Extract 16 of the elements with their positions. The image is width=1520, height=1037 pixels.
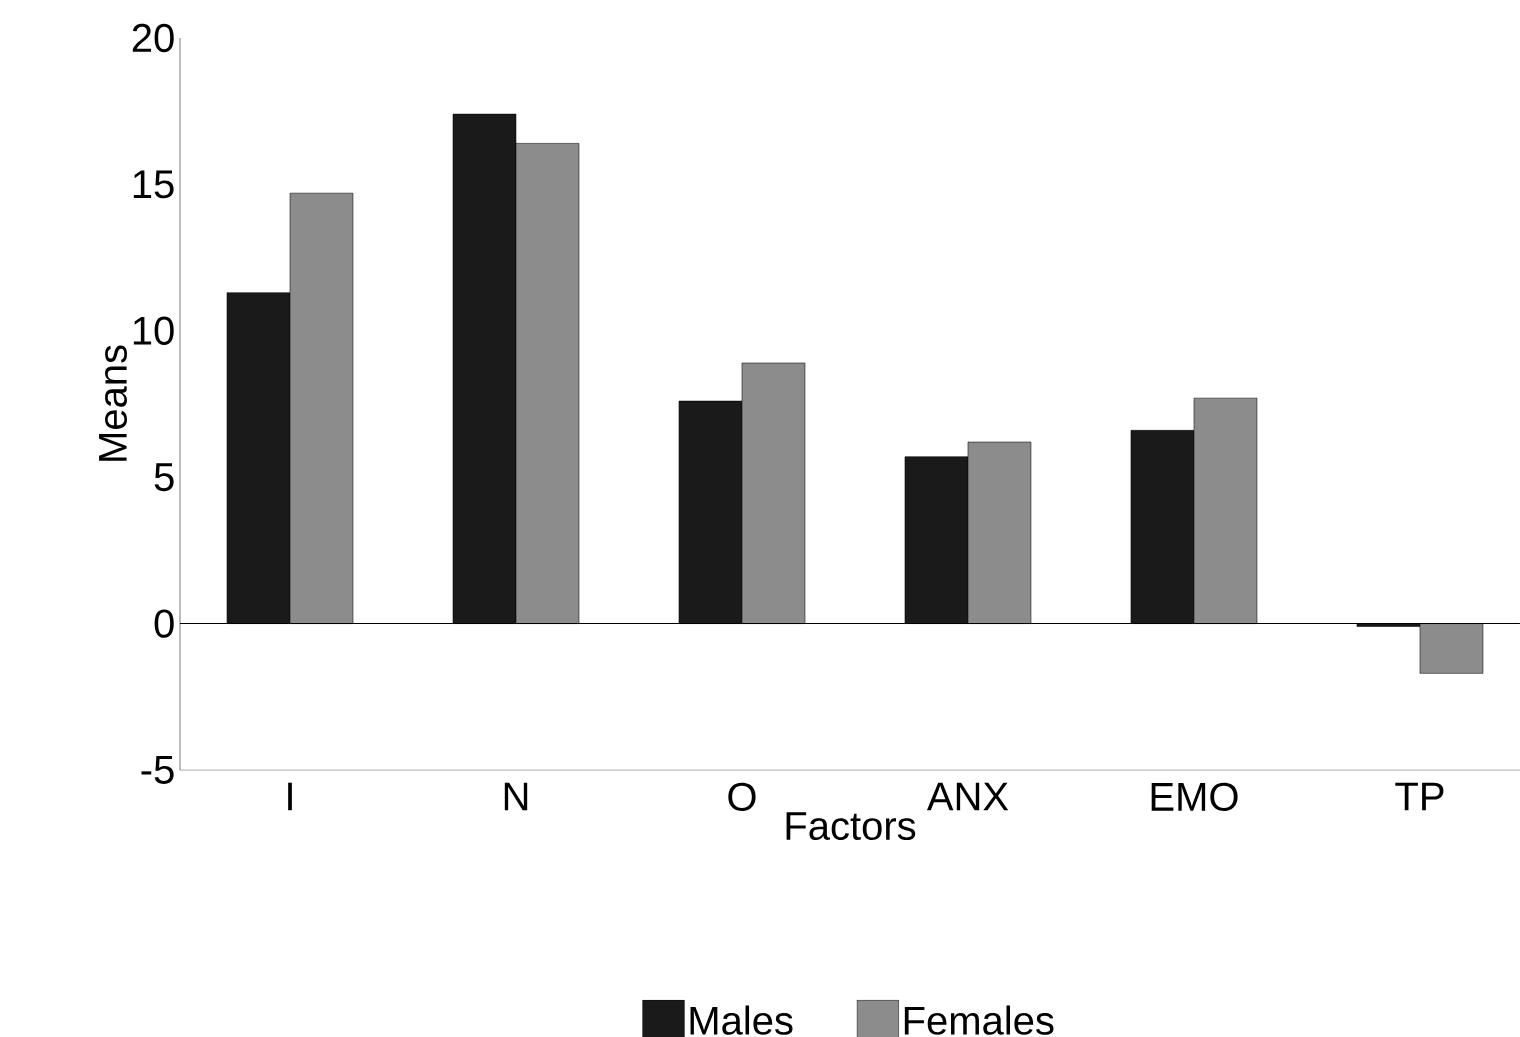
legend-label: Males — [690, 1005, 793, 1035]
y-tick-label: 0 — [154, 609, 174, 638]
legend-label: Females — [904, 1005, 1054, 1035]
y-tick-label: 20 — [132, 23, 174, 53]
y-tick-label: -5 — [141, 756, 174, 784]
y-tick-label: 15 — [133, 170, 174, 199]
y-tick-label: 5 — [154, 463, 174, 492]
x-tick-label: ANX — [926, 782, 1009, 811]
x-tick-label: N — [504, 782, 528, 811]
x-axis-title: Factors — [786, 812, 916, 841]
x-tick-label: I — [288, 782, 292, 811]
x-tick-label: EMO — [1151, 782, 1238, 812]
y-axis-title: Means — [99, 345, 127, 461]
y-tick-label: 10 — [133, 316, 174, 345]
x-tick-label: O — [728, 782, 756, 812]
x-tick-label: TP — [1395, 782, 1444, 811]
